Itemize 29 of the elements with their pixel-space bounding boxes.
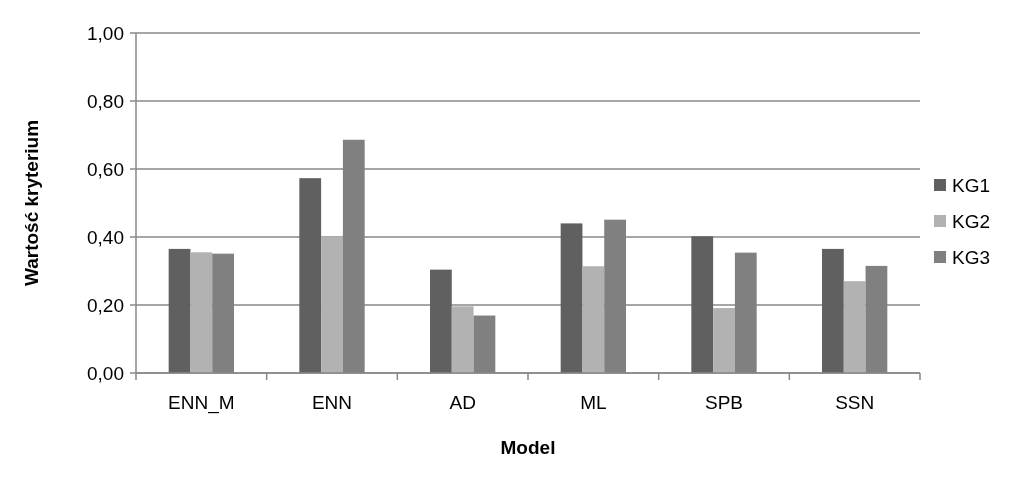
legend-label: KG3 [952, 246, 991, 268]
bar [168, 248, 191, 373]
bar [560, 223, 583, 373]
bar [451, 306, 474, 373]
x-axis-title: Model [500, 437, 556, 458]
bar [691, 236, 714, 373]
bar [430, 269, 452, 373]
y-axis-title: Wartość kryterium [21, 119, 42, 287]
y-tick-label: 1,00 [87, 22, 124, 44]
bar [713, 308, 735, 373]
x-tick-label: ENN [311, 392, 353, 413]
x-tick-label: ENN_M [168, 392, 235, 414]
y-tick-label: 0,00 [87, 362, 124, 384]
x-tick-label: SPB [704, 392, 744, 413]
bar [190, 252, 213, 373]
legend-label: KG2 [952, 210, 991, 232]
bar [822, 248, 844, 373]
y-tick-label: 0,40 [87, 226, 124, 248]
x-tick-label: ML [580, 392, 607, 413]
bar [582, 266, 605, 373]
y-tick-label: 0,80 [87, 90, 124, 112]
bar [321, 236, 343, 373]
bar [299, 178, 322, 373]
y-tick-label: 0,60 [87, 158, 124, 180]
x-tick-label: AD [449, 392, 476, 413]
x-tick-label: SSN [835, 392, 875, 413]
legend-label: KG1 [952, 174, 991, 196]
y-tick-label: 0,20 [87, 294, 124, 316]
bar [843, 281, 866, 373]
